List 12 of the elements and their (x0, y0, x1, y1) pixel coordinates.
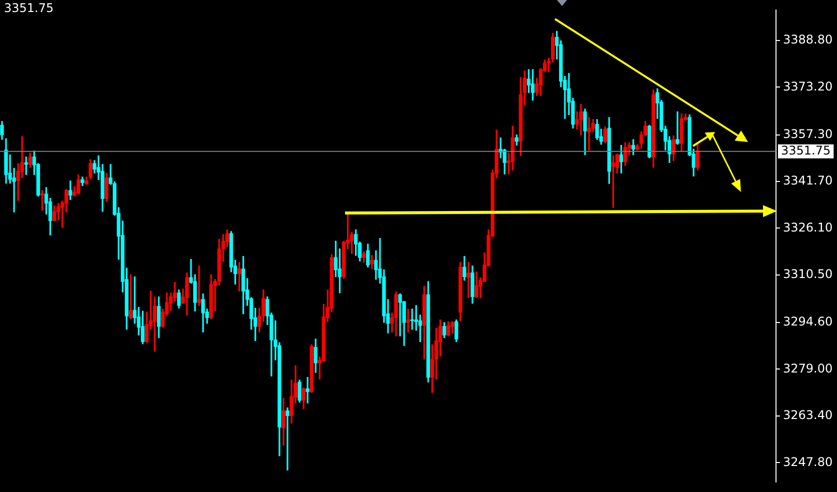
y-tick-label: 3357.30 (783, 126, 833, 141)
y-tick-label: 3263.40 (783, 408, 833, 422)
y-tick-label: 3310.50 (783, 267, 833, 282)
y-tick-label: 3326.10 (783, 220, 833, 234)
y-tick-label: 3294.60 (783, 314, 833, 329)
y-tick-label: 3247.80 (783, 454, 833, 469)
y-tick-label: 3279.00 (783, 361, 833, 376)
y-tick-label: 3388.80 (783, 32, 833, 47)
y-tick-label: 3341.70 (783, 174, 833, 188)
chart-title: 3351.75 (4, 1, 54, 15)
y-tick-label: 3373.20 (783, 79, 833, 94)
ref-line-label: 3351.75 (781, 144, 831, 158)
